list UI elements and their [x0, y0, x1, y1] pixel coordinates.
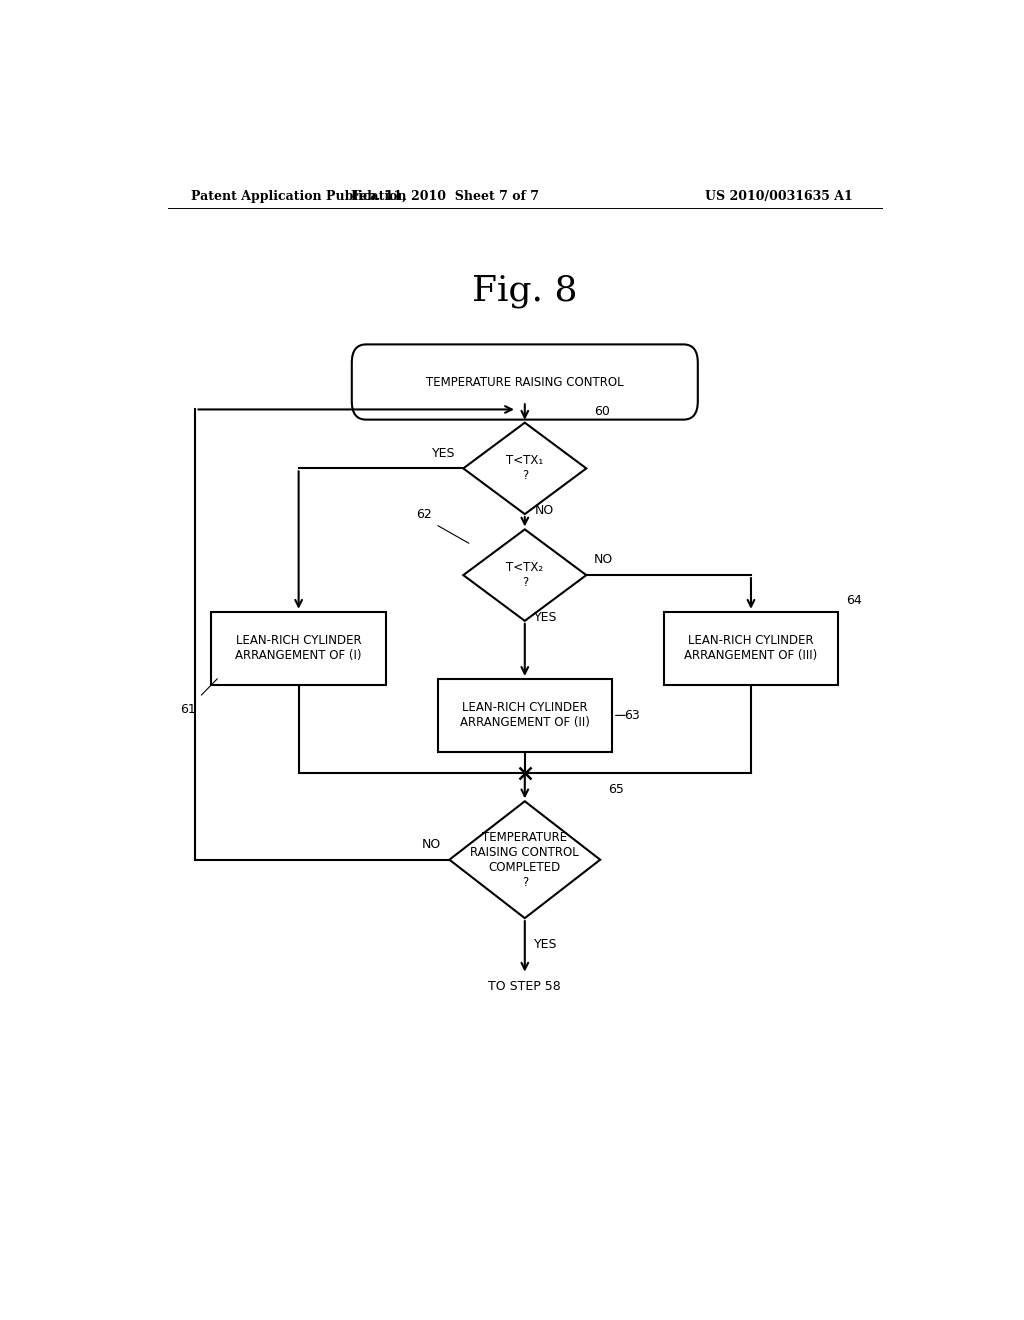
Text: TO STEP 58: TO STEP 58: [488, 981, 561, 993]
FancyBboxPatch shape: [437, 678, 612, 752]
Text: YES: YES: [535, 611, 558, 623]
FancyBboxPatch shape: [664, 611, 839, 685]
Text: 60: 60: [594, 405, 610, 417]
Text: Patent Application Publication: Patent Application Publication: [191, 190, 407, 202]
Text: Fig. 8: Fig. 8: [472, 273, 578, 308]
Text: NO: NO: [422, 838, 441, 851]
Text: 61: 61: [179, 704, 196, 717]
Text: YES: YES: [535, 939, 558, 952]
Polygon shape: [450, 801, 600, 919]
Text: NO: NO: [535, 504, 554, 517]
Text: Feb. 11, 2010  Sheet 7 of 7: Feb. 11, 2010 Sheet 7 of 7: [351, 190, 540, 202]
FancyBboxPatch shape: [211, 611, 386, 685]
Text: 64: 64: [846, 594, 862, 607]
Text: T<TX₂
?: T<TX₂ ?: [506, 561, 544, 589]
Text: 63: 63: [624, 709, 640, 722]
Text: NO: NO: [594, 553, 613, 566]
Text: US 2010/0031635 A1: US 2010/0031635 A1: [705, 190, 853, 202]
Text: T<TX₁
?: T<TX₁ ?: [506, 454, 544, 482]
Text: LEAN-RICH CYLINDER
ARRANGEMENT OF (I): LEAN-RICH CYLINDER ARRANGEMENT OF (I): [236, 635, 361, 663]
Text: TEMPERATURE
RAISING CONTROL
COMPLETED
?: TEMPERATURE RAISING CONTROL COMPLETED ?: [470, 830, 580, 888]
Text: 62: 62: [416, 508, 431, 521]
Text: 65: 65: [608, 783, 624, 796]
Polygon shape: [463, 529, 587, 620]
Polygon shape: [463, 422, 587, 515]
Text: LEAN-RICH CYLINDER
ARRANGEMENT OF (II): LEAN-RICH CYLINDER ARRANGEMENT OF (II): [460, 701, 590, 730]
Text: YES: YES: [432, 446, 456, 459]
FancyBboxPatch shape: [352, 345, 697, 420]
Text: LEAN-RICH CYLINDER
ARRANGEMENT OF (III): LEAN-RICH CYLINDER ARRANGEMENT OF (III): [684, 635, 817, 663]
Text: TEMPERATURE RAISING CONTROL: TEMPERATURE RAISING CONTROL: [426, 375, 624, 388]
